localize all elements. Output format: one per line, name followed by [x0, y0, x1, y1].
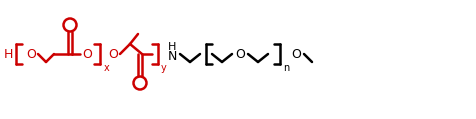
Text: H: H	[3, 47, 13, 60]
Text: O: O	[108, 47, 118, 60]
Text: O: O	[291, 47, 301, 60]
Text: O: O	[82, 47, 92, 60]
Text: O: O	[235, 47, 245, 60]
Text: H: H	[168, 42, 176, 52]
Text: y: y	[161, 63, 167, 73]
Text: n: n	[283, 63, 289, 73]
Text: O: O	[26, 47, 36, 60]
Text: N: N	[167, 50, 177, 62]
Text: x: x	[104, 63, 110, 73]
